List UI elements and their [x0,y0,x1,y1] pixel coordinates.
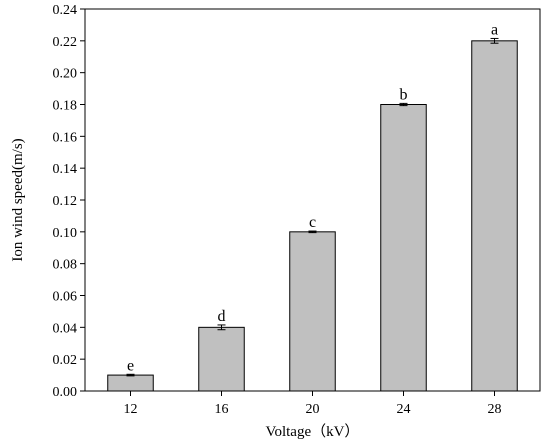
bar [198,326,245,392]
x-tick-label: 12 [124,402,138,417]
y-tick-label: 0.00 [53,385,78,400]
significance-label: d [218,308,226,325]
y-tick-label: 0.16 [53,130,78,145]
x-tick-label: 28 [488,402,502,417]
bar [289,231,336,392]
y-axis-title: Ion wind speed(m/s) [10,138,26,261]
y-tick-label: 0.06 [53,290,78,305]
error-bar [126,373,135,377]
x-axis-title: Voltage（kV） [266,423,360,440]
bars-group: e d c b a [107,21,518,392]
x-tick-label: 24 [397,402,411,417]
y-tick-label: 0.14 [53,162,78,177]
significance-label: e [127,357,134,374]
y-tick-label: 0.04 [53,321,78,336]
error-bar [490,37,499,44]
bar [380,104,427,392]
y-tick-label: 0.02 [53,353,78,368]
bar [107,374,154,392]
y-tick-label: 0.18 [53,99,78,114]
error-bar [399,102,408,107]
y-tick-label: 0.08 [53,258,78,273]
error-bar [217,324,226,331]
error-bar [308,230,317,234]
plot-frame [84,8,541,392]
significance-label: c [309,214,316,231]
y-tick-label: 0.10 [53,226,78,241]
x-tick-label: 16 [215,402,229,417]
x-tick-label: 20 [306,402,320,417]
y-tick-label: 0.20 [53,67,78,82]
bar [471,40,518,392]
significance-label: b [400,86,408,103]
y-axis-ticks: 0.00 0.02 0.04 0.06 0.08 0.10 0.12 0.14 0.16 0.18… [53,3,85,400]
y-tick-label: 0.24 [53,3,78,18]
y-tick-label: 0.12 [53,194,78,209]
significance-label: a [491,21,498,38]
y-tick-label: 0.22 [53,35,78,50]
x-axis-ticks: 12 16 20 24 28 [124,391,502,417]
